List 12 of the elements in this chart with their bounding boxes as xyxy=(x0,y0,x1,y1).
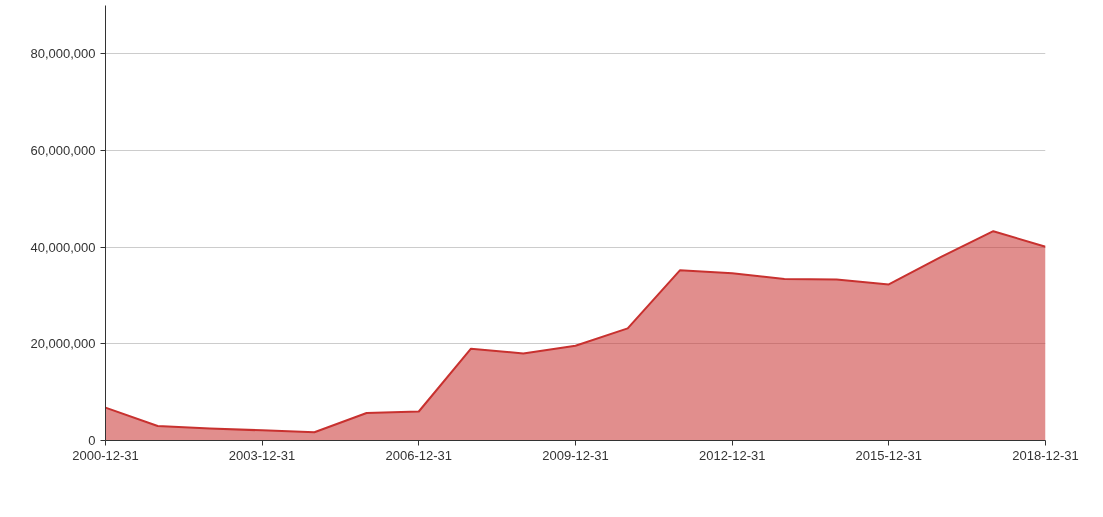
y-tick-label: 0 xyxy=(88,433,96,448)
x-tick-label: 2012-12-31 xyxy=(698,447,766,463)
x-tick-label: 2018-12-31 xyxy=(1012,447,1079,463)
x-tick-label: 2003-12-31 xyxy=(228,447,296,463)
y-tick-label: 60,000,000 xyxy=(30,143,96,158)
x-tick-label: 2009-12-31 xyxy=(542,447,609,463)
y-tick-label: 40,000,000 xyxy=(30,239,96,255)
x-tick-label: 2006-12-31 xyxy=(385,447,453,463)
x-tick-label: 2000-12-31 xyxy=(72,447,139,463)
y-tick-label: 20,000,000 xyxy=(30,336,96,352)
y-tick-label: 80,000,000 xyxy=(30,46,96,62)
x-tick-label: 2015-12-31 xyxy=(855,447,923,463)
